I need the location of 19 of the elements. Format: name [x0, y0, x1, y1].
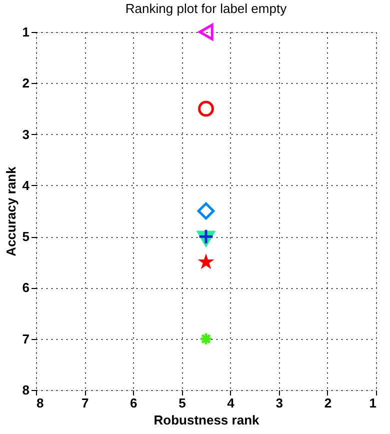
x-tick-label: 5	[178, 396, 186, 410]
y-tick-label: 1	[22, 24, 30, 40]
y-tick-label: 4	[22, 178, 30, 193]
x-axis-title: Robustness rank	[154, 412, 260, 428]
x-tick-label: 8	[36, 396, 44, 410]
y-tick-label: 7	[22, 331, 30, 346]
x-tick-label: 1	[369, 396, 376, 410]
y-tick-label: 8	[22, 382, 30, 398]
x-tick-label: 2	[324, 396, 332, 410]
x-tick-label: 3	[276, 396, 283, 410]
x-tick-label: 7	[81, 396, 89, 410]
y-tick-label: 5	[22, 229, 30, 244]
x-tick-label: 6	[130, 396, 138, 410]
y-tick-label: 2	[22, 76, 30, 91]
x-tick-label: 4	[227, 396, 236, 410]
y-axis-title: Accuracy rank	[3, 166, 18, 256]
chart-title: Ranking plot for label empty	[125, 0, 288, 16]
y-tick-label: 3	[22, 126, 30, 142]
y-tick-label: 6	[22, 280, 30, 296]
